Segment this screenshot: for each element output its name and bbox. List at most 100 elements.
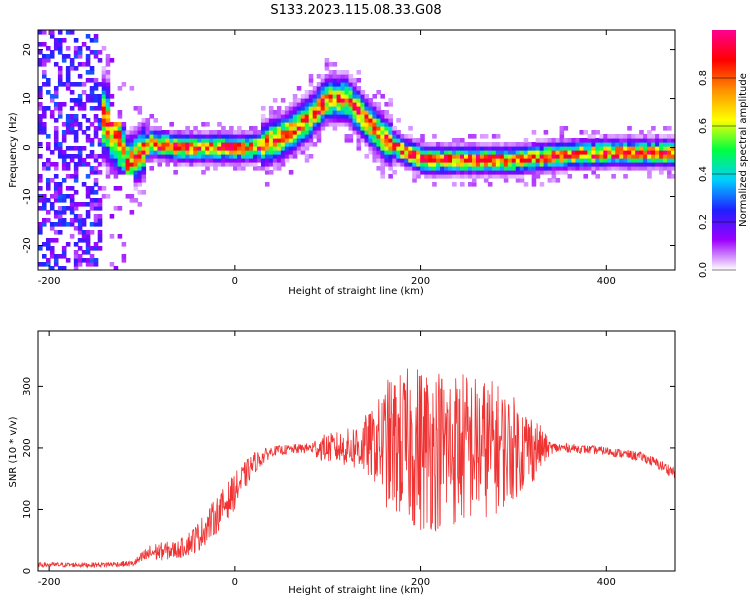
heatmap-cell: [388, 158, 393, 163]
heatmap-cell: [57, 194, 63, 199]
heatmap-cell: [77, 158, 83, 163]
heatmap-cell: [380, 126, 385, 131]
heatmap-cell: [336, 118, 342, 123]
heatmap-cell: [260, 162, 266, 167]
heatmap-cell: [579, 146, 585, 151]
heatmap-cell: [213, 142, 218, 147]
heatmap-cell: [284, 154, 290, 159]
heatmap-cell: [129, 126, 135, 131]
heatmap-cell: [380, 94, 385, 99]
heatmap-cell: [217, 150, 222, 155]
heatmap-cell: [280, 150, 286, 155]
heatmap-cell: [448, 142, 453, 147]
heatmap-cell: [141, 122, 147, 127]
heatmap-cell: [356, 142, 362, 147]
heatmap-cell: [300, 146, 306, 151]
heatmap-cell: [129, 198, 135, 203]
heatmap-cell: [631, 162, 636, 167]
heatmap-cell: [388, 166, 393, 171]
heatmap-cell: [388, 126, 393, 131]
heatmap-cell: [376, 142, 381, 147]
heatmap-cell: [428, 142, 433, 147]
heatmap-cell: [280, 114, 286, 119]
heatmap-cell: [280, 126, 286, 131]
heatmap-cell: [89, 98, 95, 103]
heatmap-cell: [85, 246, 91, 251]
heatmap-cell: [41, 194, 47, 199]
heatmap-cell: [153, 118, 159, 123]
heatmap-cell: [539, 158, 545, 163]
heatmap-cell: [141, 162, 147, 167]
heatmap-cell: [69, 210, 75, 215]
heatmap-cell: [515, 166, 521, 171]
heatmap-cell: [117, 158, 123, 163]
heatmap-cell: [169, 150, 174, 155]
heatmap-cell: [619, 166, 624, 171]
heatmap-cell: [121, 170, 127, 175]
heatmap-cell: [559, 158, 565, 163]
heatmap-cell: [81, 90, 87, 95]
heatmap-cell: [97, 142, 103, 147]
heatmap-cell: [41, 202, 47, 207]
heatmap-cell: [89, 198, 95, 203]
heatmap-cell: [376, 158, 381, 163]
heatmap-cell: [137, 106, 143, 111]
heatmap-cell: [340, 70, 346, 75]
heatmap-cell: [503, 178, 509, 183]
heatmap-cell: [332, 98, 338, 103]
heatmap-cell: [308, 106, 314, 111]
heatmap-cell: [535, 170, 541, 175]
heatmap-cell: [73, 178, 79, 183]
heatmap-cell: [129, 146, 135, 151]
heatmap-cell: [284, 122, 290, 127]
heatmap-cell: [109, 234, 115, 239]
heatmap-cell: [308, 118, 314, 123]
heatmap-cell: [53, 94, 59, 99]
heatmap-cell: [97, 122, 103, 127]
heatmap-cell: [308, 138, 314, 143]
heatmap-cell: [145, 138, 151, 143]
heatmap-cell: [344, 114, 350, 119]
heatmap-cell: [161, 154, 166, 159]
heatmap-cell: [61, 154, 67, 159]
heatmap-cell: [81, 130, 87, 135]
heatmap-cell: [53, 258, 59, 263]
heatmap-cell: [575, 150, 581, 155]
heatmap-cell: [631, 138, 636, 143]
heatmap-cell: [201, 162, 206, 167]
heatmap-cell: [181, 142, 186, 147]
heatmap-cell: [543, 158, 549, 163]
x-tick-label: -200: [38, 276, 61, 287]
heatmap-cell: [288, 114, 294, 119]
heatmap-cell: [69, 154, 75, 159]
heatmap-cell: [463, 174, 469, 179]
heatmap-cell: [324, 58, 330, 63]
heatmap-cell: [551, 138, 557, 143]
heatmap-cell: [635, 162, 640, 167]
heatmap-cell: [73, 50, 79, 55]
heatmap-cell: [436, 142, 441, 147]
heatmap-cell: [256, 134, 262, 139]
heatmap-cell: [623, 166, 628, 171]
heatmap-cell: [49, 54, 55, 59]
heatmap-cell: [324, 62, 330, 67]
heatmap-cell: [65, 70, 71, 75]
heatmap-cell: [73, 250, 79, 255]
heatmap-cell: [463, 162, 469, 167]
heatmap-cell: [105, 194, 111, 199]
heatmap-cell: [292, 138, 298, 143]
heatmap-cell: [416, 166, 421, 171]
heatmap-cell: [61, 206, 67, 211]
heatmap-cell: [356, 110, 362, 115]
heatmap-cell: [328, 74, 334, 79]
heatmap-cell: [352, 94, 358, 99]
heatmap-cell: [436, 170, 441, 175]
heatmap-cell: [523, 182, 529, 187]
heatmap-cell: [125, 130, 131, 135]
heatmap-cell: [237, 154, 242, 159]
heatmap-cell: [627, 154, 632, 159]
heatmap-cell: [101, 122, 107, 127]
heatmap-cell: [153, 130, 159, 135]
heatmap-cell: [272, 122, 278, 127]
heatmap-cell: [105, 170, 111, 175]
